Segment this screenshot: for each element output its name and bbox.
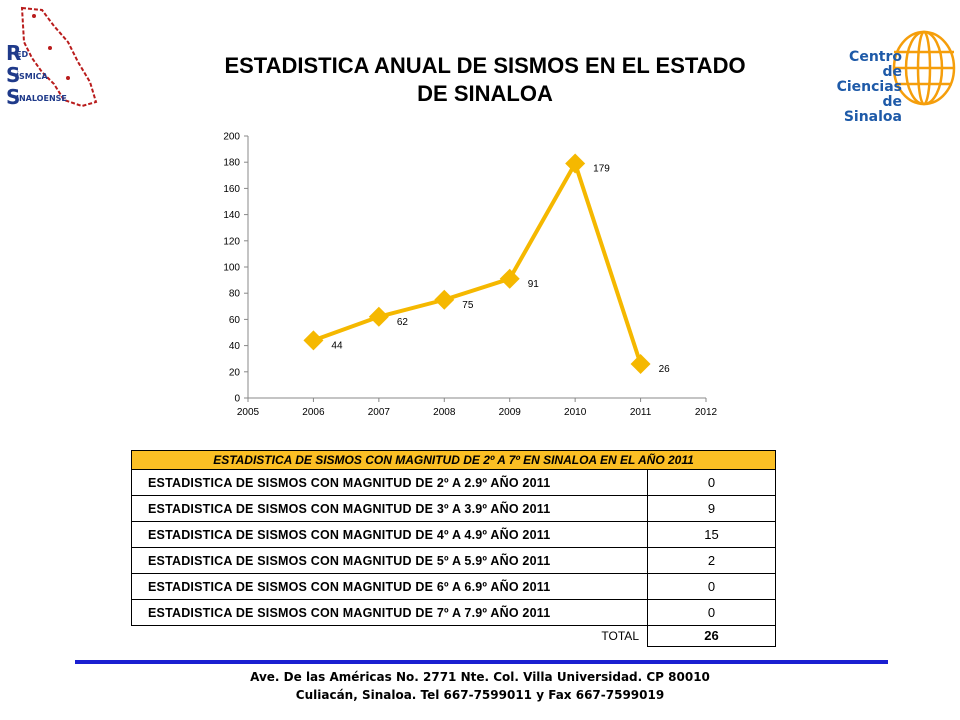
page-title: ESTADISTICA ANUAL DE SISMOS EN EL ESTADO… — [170, 52, 800, 108]
title-line-1: ESTADISTICA ANUAL DE SISMOS EN EL ESTADO — [224, 53, 746, 78]
data-point-marker — [630, 353, 651, 374]
table-header: ESTADISTICA DE SISMOS CON MAGNITUD DE 2º… — [131, 450, 776, 470]
logo-line-de-ciencias: de Ciencias — [836, 64, 902, 95]
series-line — [312, 161, 643, 365]
row-label: ESTADISTICA DE SISMOS CON MAGNITUD DE 6º… — [131, 573, 648, 600]
data-label: 62 — [397, 317, 409, 328]
row-value: 0 — [647, 469, 776, 496]
total-label: TOTAL — [601, 629, 639, 643]
y-tick-label: 60 — [229, 315, 241, 326]
row-label: ESTADISTICA DE SISMOS CON MAGNITUD DE 3º… — [131, 495, 648, 522]
data-label: 91 — [528, 279, 540, 290]
logo-letter-s1: S — [6, 63, 21, 87]
title-line-2: DE SINALOA — [417, 81, 553, 106]
row-value: 15 — [647, 521, 776, 548]
globe-icon — [892, 30, 956, 106]
data-point-marker — [499, 268, 520, 289]
data-label: 75 — [462, 300, 474, 311]
y-tick-label: 140 — [223, 210, 240, 221]
y-tick-label: 200 — [223, 132, 240, 143]
x-tick-label: 2012 — [695, 407, 718, 418]
data-label: 179 — [593, 164, 610, 175]
table-row: ESTADISTICA DE SISMOS CON MAGNITUD DE 2º… — [131, 469, 776, 496]
footer-line-2: Culiacán, Sinaloa. Tel 667-7599011 y Fax… — [295, 688, 665, 702]
total-value: 26 — [647, 625, 776, 647]
data-point-marker — [434, 289, 455, 310]
data-label: 44 — [331, 340, 343, 351]
x-tick-label: 2006 — [302, 407, 325, 418]
magnitude-stats-table: ESTADISTICA DE SISMOS CON MAGNITUD DE 2º… — [131, 450, 776, 647]
table-row: ESTADISTICA DE SISMOS CON MAGNITUD DE 5º… — [131, 547, 776, 574]
footer-divider — [75, 660, 888, 664]
y-tick-label: 20 — [229, 367, 241, 378]
table-row: ESTADISTICA DE SISMOS CON MAGNITUD DE 3º… — [131, 495, 776, 522]
annual-earthquakes-line-chart: 0 20 40 60 80 100 120 140 160 180 200 2005 2006 2007 2… — [223, 132, 718, 419]
row-value: 0 — [647, 599, 776, 626]
data-point-marker — [368, 306, 389, 327]
row-label: ESTADISTICA DE SISMOS CON MAGNITUD DE 2º… — [131, 469, 648, 496]
footer-line-1: Ave. De las Américas No. 2771 Nte. Col. … — [250, 670, 710, 684]
y-tick-label: 100 — [223, 263, 240, 274]
y-tick-label: 120 — [223, 236, 240, 247]
table-row: ESTADISTICA DE SISMOS CON MAGNITUD DE 7º… — [131, 599, 776, 626]
x-tick-label: 2011 — [630, 407, 652, 418]
y-tick-label: 180 — [223, 158, 240, 169]
y-tick-label: 40 — [229, 341, 241, 352]
row-label: ESTADISTICA DE SISMOS CON MAGNITUD DE 5º… — [131, 547, 648, 574]
centro-ciencias-logo: Centro de Ciencias de Sinaloa — [826, 24, 956, 125]
table-row: ESTADISTICA DE SISMOS CON MAGNITUD DE 4º… — [131, 521, 776, 548]
logo-word-sinaloense: INALOENSE — [16, 94, 67, 103]
red-sismica-logo: R S S ED ÍSMICA INALOENSE — [2, 2, 98, 114]
logo-line-centro: Centro — [849, 49, 902, 65]
x-tick-label: 2008 — [433, 407, 456, 418]
logo-word-sismica: ÍSMICA — [16, 72, 48, 81]
sinaloa-map-icon — [20, 6, 98, 108]
row-label: ESTADISTICA DE SISMOS CON MAGNITUD DE 7º… — [131, 599, 648, 626]
table-row: ESTADISTICA DE SISMOS CON MAGNITUD DE 6º… — [131, 573, 776, 600]
logo-letter-r: R — [6, 41, 22, 65]
data-point-marker — [303, 330, 324, 351]
row-value: 2 — [647, 547, 776, 574]
footer-address: Ave. De las Américas No. 2771 Nte. Col. … — [0, 668, 960, 704]
x-tick-label: 2007 — [368, 407, 391, 418]
data-label: 26 — [659, 364, 671, 375]
x-tick-label: 2010 — [564, 407, 587, 418]
row-value: 0 — [647, 573, 776, 600]
y-tick-label: 0 — [234, 394, 240, 405]
table-header-row: ESTADISTICA DE SISMOS CON MAGNITUD DE 2º… — [131, 450, 776, 470]
logo-line-de-sinaloa: de Sinaloa — [843, 94, 902, 125]
row-label: ESTADISTICA DE SISMOS CON MAGNITUD DE 4º… — [131, 521, 648, 548]
data-point-marker — [565, 153, 586, 174]
y-tick-label: 80 — [229, 289, 241, 300]
y-tick-label: 160 — [223, 184, 240, 195]
logo-word-red: ED — [16, 50, 29, 59]
logo-letter-s2: S — [6, 85, 21, 109]
x-tick-label: 2009 — [499, 407, 522, 418]
total-row: TOTAL 26 — [132, 625, 776, 647]
row-value: 9 — [647, 495, 776, 522]
x-tick-label: 2005 — [237, 407, 260, 418]
